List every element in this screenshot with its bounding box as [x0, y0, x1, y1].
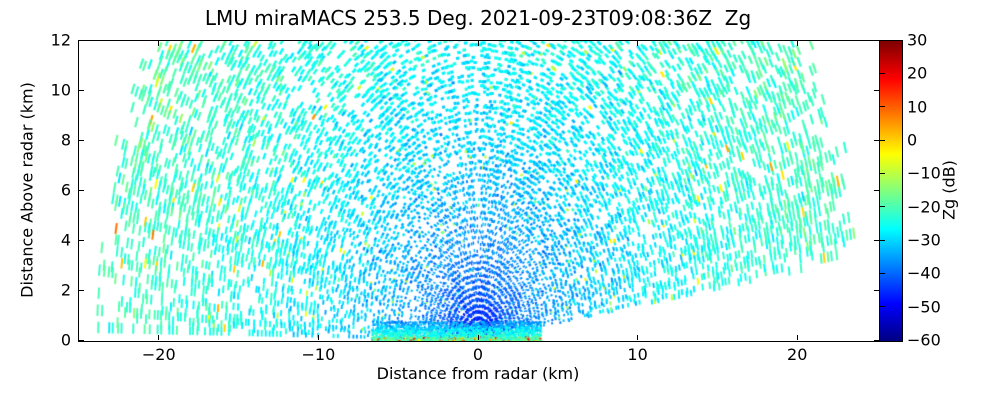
x-tick-label: 0 — [472, 345, 484, 364]
x-axis-label: Distance from radar (km) — [376, 364, 580, 383]
colorbar-gradient — [880, 41, 902, 341]
colorbar-tick-label: −20 — [907, 197, 941, 217]
colorbar-label: Zg (dB) — [939, 160, 959, 220]
y-tick-label: 10 — [50, 80, 71, 100]
colorbar — [879, 40, 903, 342]
colorbar-tick-label: 0 — [907, 130, 918, 150]
colorbar-tick-label: −60 — [907, 330, 941, 350]
y-tick-label: 8 — [60, 130, 71, 150]
colorbar-tick-label: −40 — [907, 263, 941, 283]
plot-area — [78, 40, 880, 342]
colorbar-tick-label: −30 — [907, 230, 941, 250]
y-tick-label: 4 — [60, 230, 71, 250]
y-axis-label: Distance Above radar (km) — [17, 82, 37, 298]
x-tick-label: −10 — [301, 345, 336, 364]
chart-title: LMU miraMACS 253.5 Deg. 2021-09-23T09:08… — [204, 6, 752, 30]
colorbar-tick-label: −10 — [907, 163, 941, 183]
colorbar-tick-label: 20 — [907, 63, 928, 83]
y-tick-label: 0 — [60, 330, 71, 350]
colorbar-tick-label: −50 — [907, 297, 941, 317]
colorbar-tick-label: 30 — [907, 30, 928, 50]
y-tick-label: 6 — [60, 180, 71, 200]
x-tick-label: 20 — [787, 345, 808, 364]
x-tick-label: 10 — [627, 345, 648, 364]
y-tick-label: 12 — [50, 30, 71, 50]
colorbar-tick-label: 10 — [907, 97, 928, 117]
rhi-plot-canvas — [79, 41, 879, 341]
x-tick-label: −20 — [141, 345, 176, 364]
y-tick-label: 2 — [60, 280, 71, 300]
